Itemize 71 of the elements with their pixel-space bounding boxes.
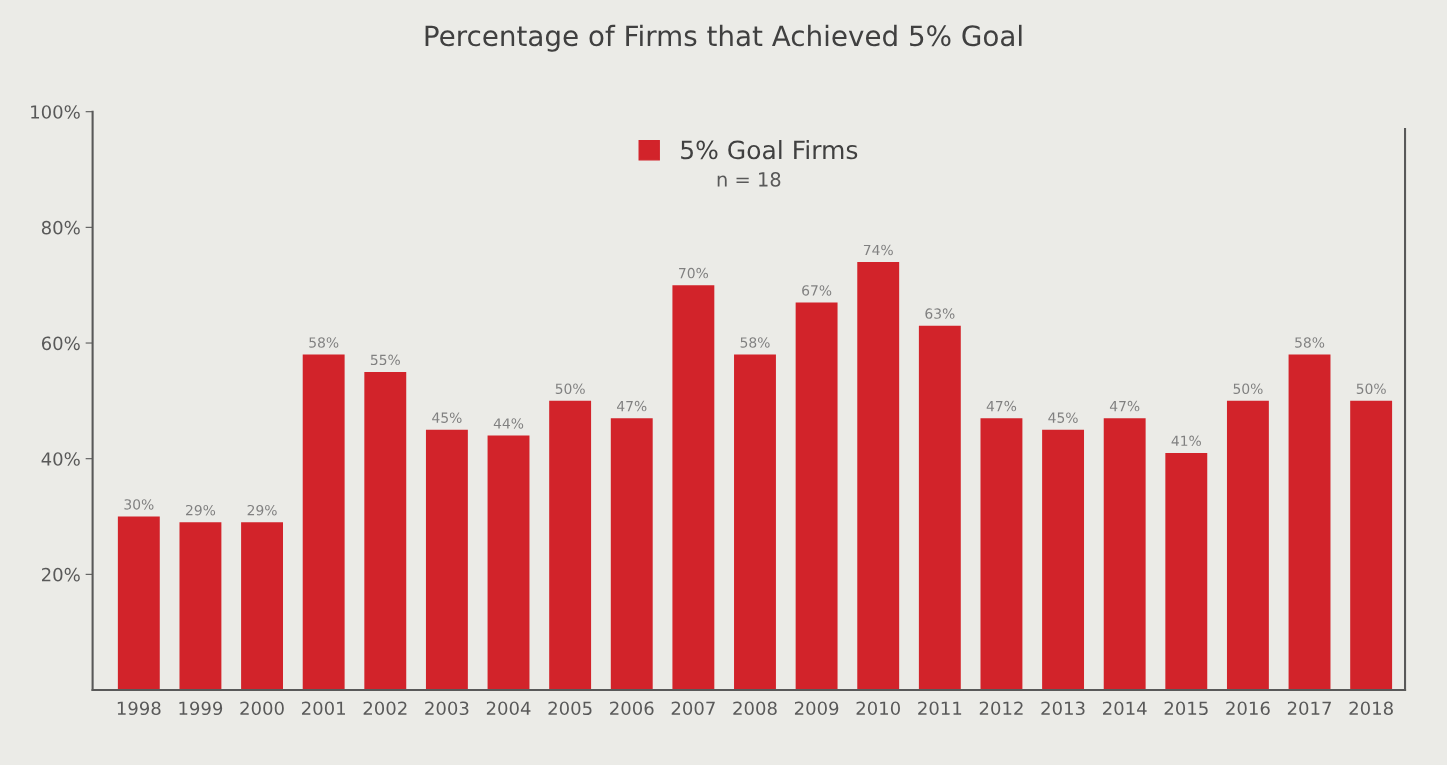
- y-tick-label: 100%: [31, 105, 80, 119]
- bar: [302, 354, 345, 691]
- text: 58%: [1295, 337, 1325, 348]
- bar: [1042, 429, 1085, 691]
- bar: [1288, 354, 1331, 691]
- x-tick-label: 2016: [1226, 701, 1270, 716]
- y-tick-label: 40%: [41, 452, 80, 466]
- text: 29%: [186, 504, 216, 516]
- y-tick-label: 20%: [41, 567, 80, 582]
- text: 63%: [925, 308, 955, 319]
- text: 45%: [432, 412, 462, 423]
- text: 50%: [555, 383, 585, 394]
- text: 55%: [370, 354, 400, 366]
- text: 58%: [309, 337, 339, 348]
- bar: [1226, 400, 1269, 691]
- x-tick-label: 2001: [302, 701, 345, 716]
- bar: [795, 302, 838, 691]
- text: 44%: [493, 418, 524, 429]
- x-tick-label: 2018: [1349, 701, 1393, 716]
- x-tick-label: 2010: [856, 701, 900, 716]
- bar: [364, 371, 407, 691]
- x-tick-label: 2009: [794, 701, 839, 716]
- y-tick-label: 80%: [41, 220, 80, 235]
- text: 50%: [1356, 383, 1386, 394]
- legend-label: 5% Goal Firms: [681, 139, 858, 160]
- text: 74%: [863, 244, 893, 256]
- chart-title: Percentage of Firms that Achieved 5% Goal: [425, 24, 1022, 52]
- text: 29%: [247, 504, 277, 516]
- x-tick-label: 1998: [117, 701, 161, 716]
- text: 67%: [802, 285, 832, 296]
- x-tick-label: 2008: [733, 701, 777, 716]
- bar: [1350, 400, 1393, 691]
- bar: [487, 435, 530, 691]
- text: 30%: [124, 499, 154, 510]
- text: 41%: [1171, 435, 1201, 447]
- x-tick-label: 2000: [240, 701, 284, 716]
- bar: [610, 418, 653, 691]
- x-tick-label: 2003: [425, 701, 469, 716]
- bar: [1103, 418, 1146, 691]
- x-tick-label: 2013: [1041, 701, 1085, 716]
- text: 45%: [1048, 412, 1078, 423]
- bar: [117, 516, 160, 691]
- text: 47%: [1109, 400, 1140, 412]
- text: 47%: [986, 400, 1017, 412]
- x-tick-label: 2004: [486, 701, 531, 716]
- bar: [241, 522, 283, 691]
- x-tick-label: 2011: [918, 701, 962, 716]
- bar: [734, 354, 776, 691]
- text: 70%: [679, 267, 709, 279]
- x-tick-label: 2006: [610, 701, 654, 716]
- x-tick-label: 2012: [979, 701, 1023, 716]
- x-tick-label: 2007: [671, 701, 715, 716]
- bar: [857, 262, 900, 691]
- bar: [672, 285, 715, 691]
- bar: [1165, 452, 1208, 691]
- bar: [918, 325, 961, 691]
- text: 58%: [740, 337, 770, 348]
- annotation: n = 18: [717, 172, 781, 187]
- x-tick-label: 1999: [179, 701, 223, 716]
- text: 47%: [617, 400, 647, 412]
- y-tick-label: 60%: [41, 336, 80, 351]
- x-tick-label: 2005: [548, 701, 592, 716]
- text: 50%: [1233, 383, 1263, 394]
- bar: [425, 429, 468, 691]
- x-tick-label: 2002: [363, 701, 407, 716]
- x-tick-label: 2017: [1287, 701, 1331, 716]
- bar: [549, 400, 592, 691]
- x-tick-label: 2014: [1103, 701, 1147, 716]
- x-tick-label: 2015: [1164, 701, 1208, 716]
- bar: [980, 418, 1023, 691]
- bar: [179, 522, 222, 691]
